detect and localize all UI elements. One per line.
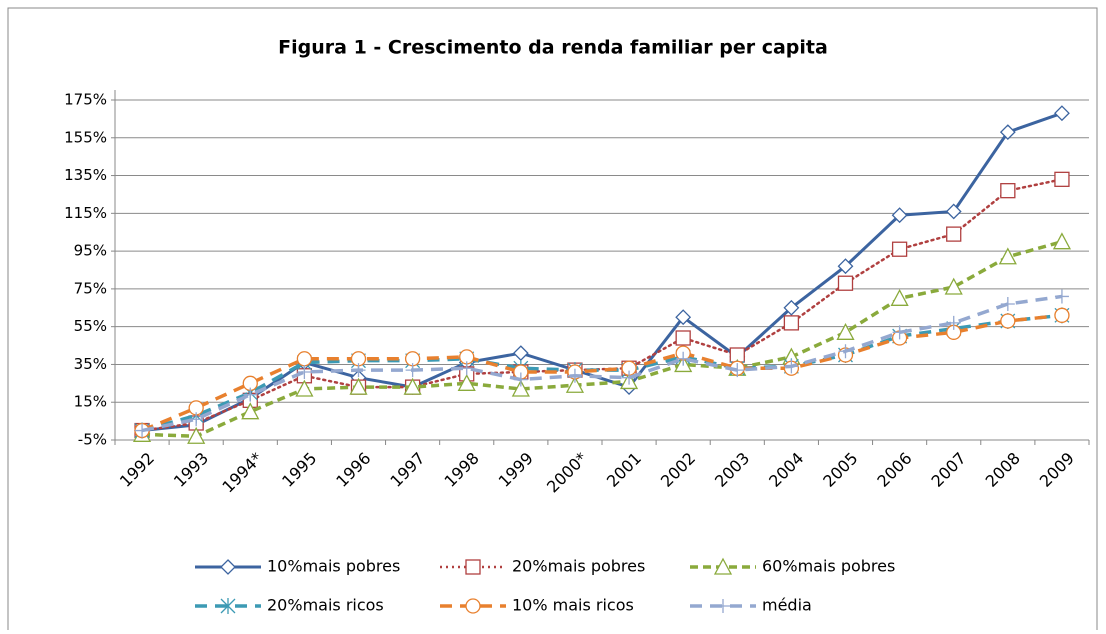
marker (567, 368, 582, 383)
marker (1054, 105, 1070, 122)
marker (713, 557, 733, 575)
marker (837, 275, 854, 291)
marker (1000, 313, 1016, 329)
marker (513, 372, 528, 387)
legend-label: 10% mais ricos (512, 596, 634, 615)
y-tick-label: 175% (64, 91, 107, 109)
marker (351, 363, 366, 378)
y-tick-label: -5% (78, 431, 107, 449)
marker (836, 322, 855, 340)
marker (1054, 289, 1069, 304)
marker (459, 361, 474, 376)
marker (998, 247, 1017, 265)
marker (944, 277, 963, 295)
marker (892, 325, 907, 340)
marker (837, 258, 854, 275)
marker (220, 598, 236, 614)
marker (457, 373, 476, 391)
marker (512, 345, 529, 362)
y-tick-label: 115% (64, 204, 107, 222)
marker (135, 423, 150, 438)
marker (1052, 232, 1072, 250)
marker (946, 226, 962, 242)
marker (999, 124, 1016, 141)
series-line (141, 239, 1063, 438)
marker (716, 599, 730, 613)
marker (838, 344, 853, 359)
y-tick-label: 95% (74, 242, 107, 260)
marker (297, 365, 312, 379)
marker (675, 309, 692, 326)
marker (1054, 307, 1070, 323)
marker (783, 315, 800, 331)
marker (675, 330, 691, 346)
marker (349, 377, 368, 395)
legend-label: média (762, 596, 812, 615)
marker (1054, 171, 1070, 187)
marker (1000, 297, 1015, 311)
marker (730, 363, 745, 378)
marker (243, 387, 258, 402)
marker (187, 426, 206, 444)
marker (295, 379, 314, 397)
marker (189, 412, 204, 427)
y-tick-label: 155% (64, 128, 107, 146)
marker (405, 363, 420, 378)
y-tick-label: 55% (74, 317, 107, 335)
marker (676, 351, 691, 366)
marker (891, 207, 908, 224)
marker (784, 359, 799, 374)
marker (403, 377, 422, 395)
marker (890, 288, 909, 306)
chart-frame (7, 7, 1098, 634)
series-line (141, 313, 1063, 433)
marker (565, 375, 585, 393)
series-line (141, 294, 1063, 433)
marker (241, 402, 260, 420)
marker (296, 351, 313, 367)
legend-label: 20%mais pobres (512, 557, 645, 576)
legend-label: 20%mais ricos (267, 596, 384, 615)
legend-label: 60%mais pobres (762, 557, 895, 576)
legend-label: 10%mais pobres (267, 557, 400, 576)
y-tick-label: 135% (64, 166, 107, 184)
marker (946, 315, 961, 330)
marker (945, 203, 962, 220)
marker (511, 379, 530, 397)
y-tick-label: 15% (74, 393, 107, 411)
marker (465, 598, 481, 614)
marker (891, 241, 908, 257)
series-line (140, 178, 1064, 432)
marker (622, 370, 637, 385)
marker (220, 559, 236, 575)
marker (465, 559, 481, 575)
y-tick-label: 35% (74, 355, 107, 373)
chart-title: Figura 1 - Crescimento da renda familiar… (278, 37, 828, 59)
y-tick-label: 75% (74, 279, 107, 297)
series-line (141, 313, 1063, 433)
marker (1000, 183, 1016, 199)
marker (783, 299, 800, 316)
